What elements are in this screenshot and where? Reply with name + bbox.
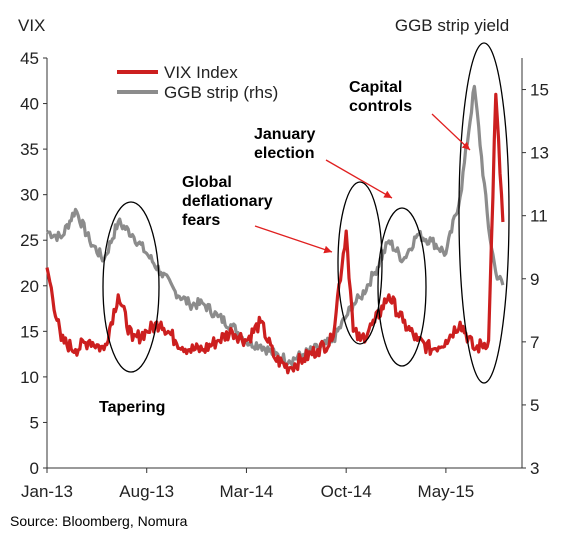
highlight-ellipse	[102, 201, 160, 373]
left-tick-label: 15	[20, 322, 39, 341]
highlight-ellipse	[337, 181, 383, 345]
vix-index-line	[45, 92, 505, 375]
highlight-ellipse	[377, 207, 427, 367]
left-tick-label: 20	[20, 277, 39, 296]
x-tick-label: Jan-13	[21, 482, 73, 501]
left-tick-label: 35	[20, 140, 39, 159]
right-tick-label: 11	[530, 207, 548, 226]
right-tick-label: 7	[530, 333, 539, 352]
left-tick-label: 25	[20, 231, 39, 250]
right-tick-label: 9	[530, 270, 539, 289]
highlight-ellipse	[458, 42, 510, 384]
left-tick-label: 30	[20, 186, 39, 205]
annotation-capital-controls: Capital controls	[349, 79, 412, 115]
right-axis-label: GGB strip yield	[395, 16, 509, 35]
x-tick-label: Mar-14	[220, 482, 274, 501]
right-tick-label: 13	[530, 144, 549, 163]
annotation-deflationary-fears: Global deflationary fears	[182, 174, 273, 229]
left-tick-label: 45	[20, 49, 39, 68]
left-tick-label: 5	[30, 413, 39, 432]
x-tick-label: Aug-13	[119, 482, 174, 501]
annotation-arrow	[254, 225, 333, 254]
right-tick-label: 15	[530, 81, 549, 100]
left-axis-label: VIX	[18, 16, 45, 35]
right-tick-label: 5	[530, 396, 539, 415]
legend-label-ggb: GGB strip (rhs)	[164, 83, 278, 102]
left-tick-label: 10	[20, 368, 39, 387]
right-tick-label: 3	[530, 459, 539, 478]
ggb-strip-line	[46, 84, 505, 367]
annotation-tapering: Tapering	[99, 399, 165, 416]
annotation-arrow	[325, 159, 393, 199]
x-tick-label: May-15	[418, 482, 475, 501]
annotation-arrow	[431, 113, 471, 151]
annotation-january-election: January election	[254, 126, 315, 162]
left-tick-label: 0	[30, 459, 39, 478]
legend-label-vix: VIX Index	[164, 63, 238, 82]
left-tick-label: 40	[20, 95, 39, 114]
source-note: Source: Bloomberg, Nomura	[10, 513, 188, 529]
x-tick-label: Oct-14	[321, 482, 372, 501]
